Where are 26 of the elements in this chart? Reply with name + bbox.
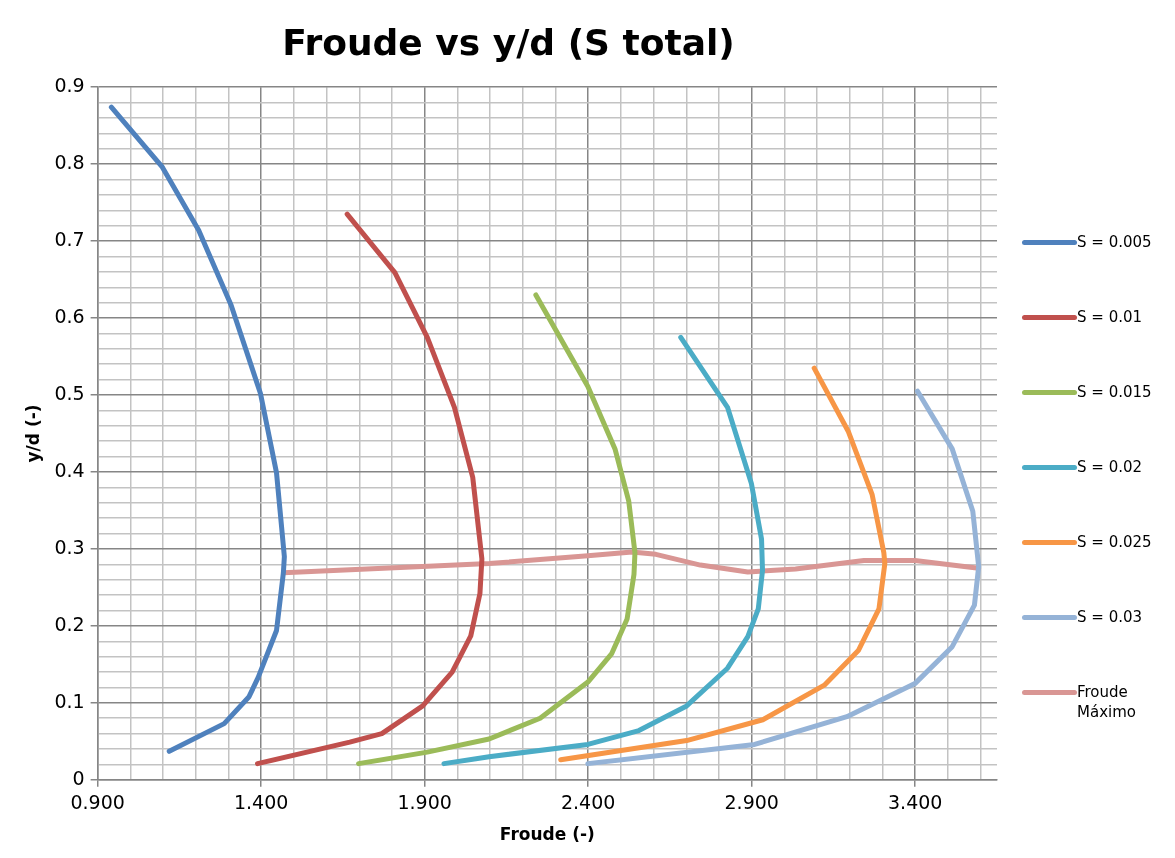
- y-tick-label: 0.3: [54, 535, 85, 558]
- x-tick-label: 2.900: [724, 791, 779, 814]
- legend-label: S = 0.015: [1077, 382, 1153, 402]
- y-tick-label: 0.2: [54, 612, 85, 635]
- y-axis-title: y/d (-): [22, 404, 43, 463]
- legend-label: Froude Máximo: [1077, 682, 1137, 722]
- x-axis-title: Froude (-): [499, 824, 595, 845]
- y-tick-label: 0.4: [54, 458, 85, 481]
- legend-label: S = 0.025: [1077, 532, 1153, 552]
- x-tick-label: 2.400: [560, 791, 616, 814]
- y-tick-label: 0.8: [54, 151, 85, 174]
- x-tick-label: 1.900: [397, 791, 452, 814]
- x-tick-label: 3.400: [888, 791, 943, 814]
- legend-label: S = 0.03: [1077, 607, 1144, 627]
- legend-label: S = 0.005: [1077, 232, 1153, 252]
- legend-label: S = 0.01: [1077, 307, 1144, 327]
- y-tick-label: 0.9: [54, 74, 85, 97]
- y-tick-label: 0: [72, 766, 85, 789]
- x-tick-label: 1.400: [233, 791, 289, 814]
- x-tick-label: 0.900: [70, 791, 125, 814]
- chart-title: Froude vs y/d (S total): [282, 21, 735, 63]
- y-tick-label: 0.6: [54, 305, 85, 327]
- y-tick-label: 0.5: [54, 381, 85, 404]
- y-tick-label: 0.7: [54, 228, 85, 251]
- y-tick-label: 0.1: [54, 689, 85, 712]
- legend-label: S = 0.02: [1077, 457, 1144, 477]
